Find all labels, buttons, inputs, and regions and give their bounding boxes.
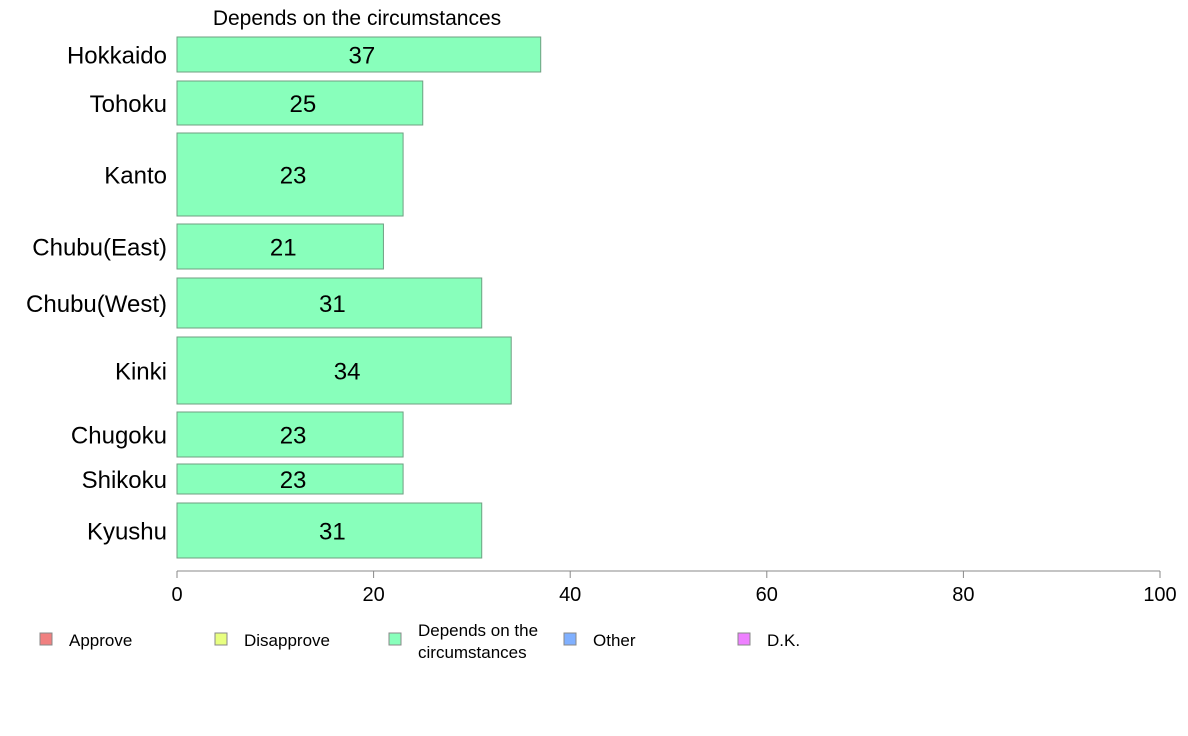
bar-tohoku [176, 80, 424, 126]
legend-swatch-approve [39, 632, 53, 646]
legend-swatch-depends-on-the-circumstances [388, 632, 402, 646]
bar-kanto [176, 132, 404, 217]
bar-kinki [176, 336, 512, 405]
value-label-hokkaido: 37 [349, 43, 376, 70]
x-tick-label: 100 [1143, 584, 1176, 606]
category-label-kyushu: Kyushu [87, 519, 167, 546]
legend-label-d-k: D.K. [767, 631, 800, 650]
value-label-tohoku: 25 [290, 91, 317, 118]
x-axis: 0 20 40 60 80 100 [171, 570, 1177, 606]
value-label-kyushu: 31 [319, 519, 346, 546]
legend-swatch-other [563, 632, 577, 646]
category-label-hokkaido: Hokkaido [67, 43, 167, 70]
legend-label-other: Other [593, 631, 636, 650]
category-label-chubu-east: Chubu(East) [32, 235, 167, 262]
category-label-chubu-west: Chubu(West) [26, 291, 167, 318]
value-label-kinki: 34 [334, 359, 361, 386]
bar-chugoku [176, 411, 404, 458]
legend-label-disapprove: Disapprove [244, 631, 330, 650]
legend-swatch-d-k [737, 632, 751, 646]
category-label-tohoku: Tohoku [90, 91, 167, 118]
bars-group: 37 Hokkaido 25 Tohoku 23 Kanto 21 Chubu(East) 31… [26, 36, 542, 559]
legend-label-approve: Approve [69, 631, 132, 650]
x-tick-label: 0 [171, 584, 182, 606]
value-label-shikoku: 23 [280, 467, 307, 494]
value-label-kanto: 23 [280, 163, 307, 190]
bar-hokkaido [176, 36, 542, 73]
bar-shikoku [176, 463, 404, 495]
x-tick-label: 60 [756, 584, 778, 606]
bar-chubu-east [176, 223, 384, 270]
bar-kyushu [176, 502, 483, 559]
chart-title: Depends on the circumstances [213, 7, 501, 30]
legend: Approve Disapprove Depends on the circumsta… [39, 621, 800, 662]
legend-swatch-disapprove [214, 632, 228, 646]
category-label-chugoku: Chugoku [71, 423, 167, 450]
category-label-kinki: Kinki [115, 359, 167, 386]
value-label-chubu-west: 31 [319, 291, 346, 318]
x-tick-label: 40 [559, 584, 581, 606]
legend-label-depends-on-the-circumstances: Depends on the circumstances [418, 621, 538, 662]
bar-chubu-west [176, 277, 483, 329]
value-label-chubu-east: 21 [270, 235, 297, 262]
category-label-shikoku: Shikoku [82, 467, 167, 494]
x-tick-label: 80 [952, 584, 974, 606]
x-tick-label: 20 [362, 584, 384, 606]
value-label-chugoku: 23 [280, 423, 307, 450]
category-label-kanto: Kanto [104, 163, 167, 190]
